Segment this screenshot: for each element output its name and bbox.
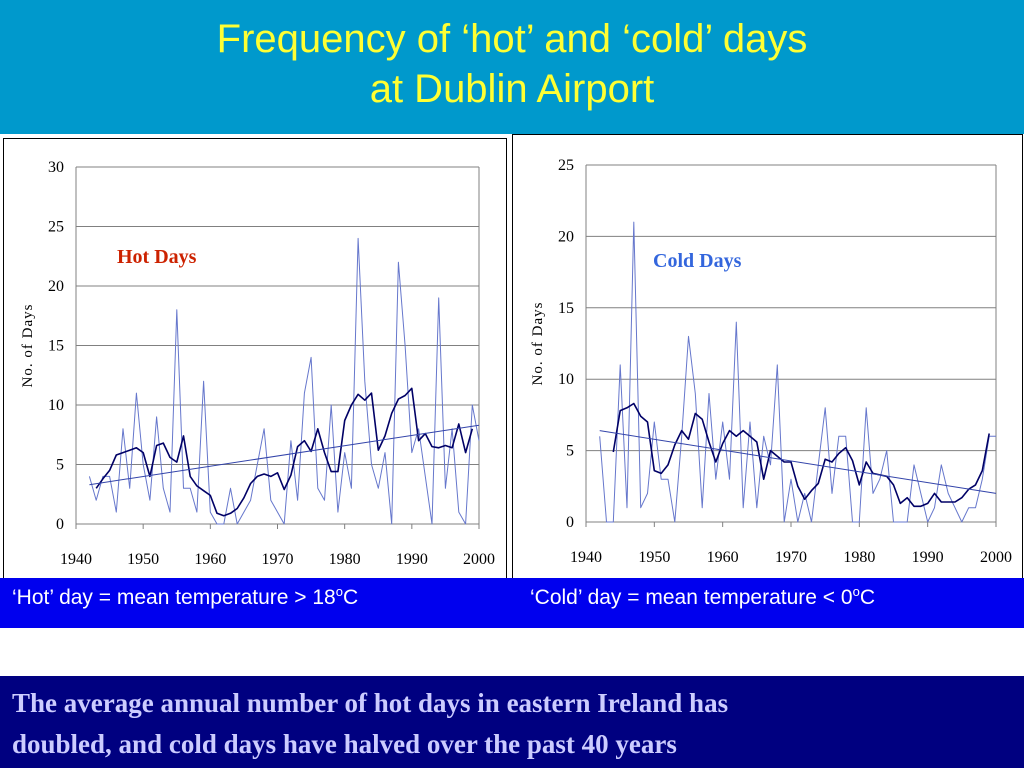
hot-day-definition: ‘Hot’ day = mean temperature > 18oC	[12, 584, 358, 610]
hot-def-degree: o	[335, 584, 343, 599]
cold-day-definition: ‘Cold’ day = mean temperature < 0oC	[530, 584, 875, 610]
cold-def-unit: C	[859, 586, 875, 609]
summary-line-2: doubled, and cold days have halved over …	[12, 729, 677, 759]
title-line-2: at Dublin Airport	[369, 67, 655, 111]
hot-y-tick-label: 15	[48, 338, 64, 355]
cold-series-annual	[599, 221, 996, 523]
hot-def-unit: C	[342, 586, 359, 609]
cold-x-tick-label: 1990	[912, 549, 944, 566]
hot-y-tick-label: 5	[56, 457, 64, 474]
cold-series-trend	[599, 430, 997, 494]
hot-series-trend	[89, 424, 480, 486]
summary-banner	[0, 676, 1024, 768]
cold-x-tick-label: 1980	[843, 549, 875, 566]
cold-x-tick-label: 1960	[707, 549, 739, 566]
title-banner	[0, 0, 1024, 134]
cold-y-tick-label: 15	[558, 300, 574, 317]
hot-x-tick-label: 1950	[127, 551, 159, 568]
summary-statement: The average annual number of hot days in…	[12, 683, 1012, 765]
cold-y-tick-label: 20	[558, 228, 574, 245]
cold-x-tick-label: 1970	[775, 549, 807, 566]
hot-x-tick-label: 1960	[194, 551, 226, 568]
cold-y-axis-label: No. of Days	[530, 302, 546, 386]
hot-series-smoothed	[95, 387, 474, 517]
title-line-1: Frequency of ‘hot’ and ‘cold’ days	[216, 17, 808, 61]
cold-x-tick-label: 1940	[570, 549, 602, 566]
cold-def-degree: o	[852, 584, 860, 599]
hot-y-tick-label: 20	[48, 278, 64, 295]
hot-annotation: Hot Days	[117, 246, 197, 268]
hot-x-tick-label: 2000	[463, 551, 495, 568]
cold-y-tick-label: 10	[558, 371, 574, 388]
cold-y-tick-label: 0	[566, 514, 574, 531]
hot-y-tick-label: 25	[48, 219, 64, 236]
hot-x-tick-label: 1990	[396, 551, 428, 568]
cold-days-chart: 0 5 10 15 20 25 1940 1950 1960 1970 1980 1990 2000 No…	[530, 157, 1012, 566]
hot-days-chart-panel: 0 5 10 15 20 25 30 1940 1950 1960 1970 1980 1990 2000…	[3, 138, 507, 580]
hot-x-tick-label: 1970	[262, 551, 294, 568]
hot-y-tick-label: 0	[56, 516, 64, 533]
summary-line-1: The average annual number of hot days in…	[12, 688, 729, 718]
cold-annotation: Cold Days	[653, 250, 742, 272]
hot-y-tick-label: 30	[48, 159, 64, 176]
hot-x-tick-label: 1980	[329, 551, 361, 568]
cold-def-text: ‘Cold’ day = mean temperature < 0	[530, 586, 853, 609]
cold-y-tick-label: 5	[566, 443, 574, 460]
hot-y-tick-label: 10	[48, 397, 64, 414]
hot-y-axis-label: No. of Days	[20, 304, 36, 388]
cold-x-tick-label: 2000	[980, 549, 1012, 566]
hot-def-text: ‘Hot’ day = mean temperature > 18	[12, 586, 336, 609]
definition-bar	[0, 578, 1024, 628]
hot-series-annual	[88, 237, 480, 525]
cold-y-tick-label: 25	[558, 157, 574, 174]
cold-days-chart-panel: 0 5 10 15 20 25 1940 1950 1960 1970 1980 1990 2000 No…	[512, 134, 1023, 580]
hot-days-chart: 0 5 10 15 20 25 30 1940 1950 1960 1970 1980 1990 2000…	[20, 159, 495, 568]
cold-x-tick-label: 1950	[638, 549, 670, 566]
slide-title: Frequency of ‘hot’ and ‘cold’ days at Du…	[0, 14, 1024, 114]
hot-x-tick-label: 1940	[60, 551, 92, 568]
